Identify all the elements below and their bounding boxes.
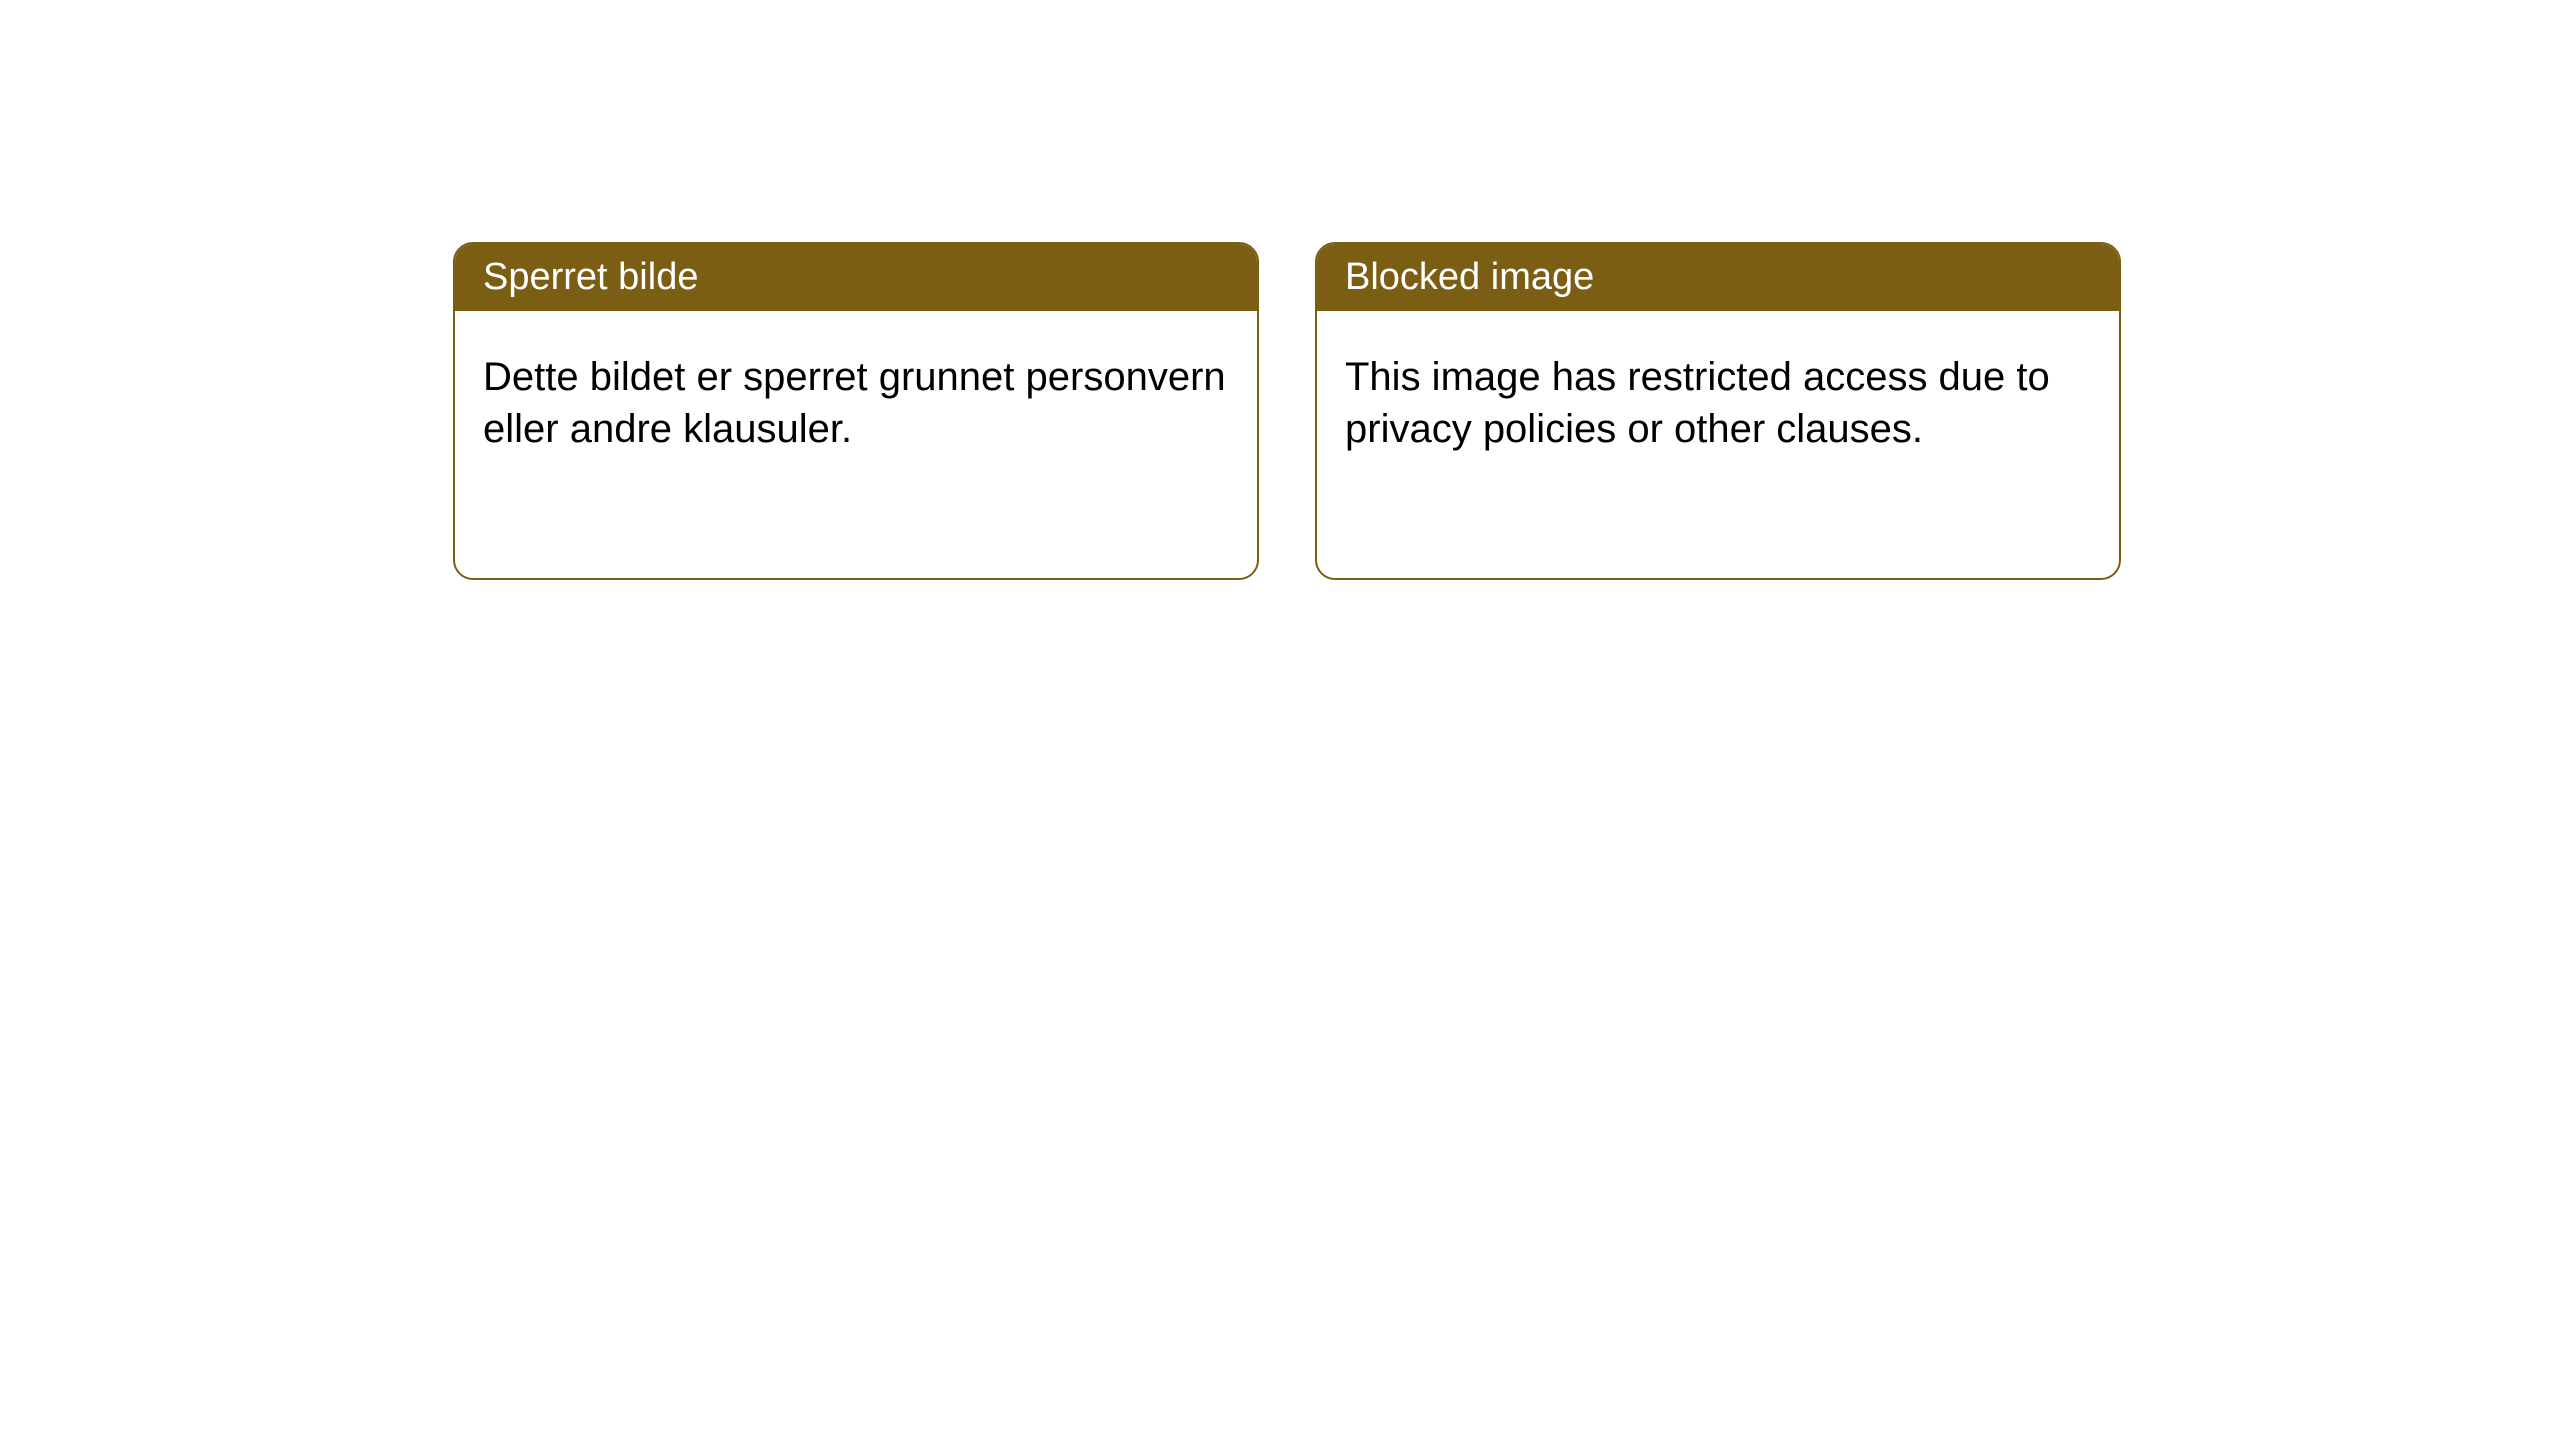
notice-container: Sperret bilde Dette bildet er sperret gr…	[0, 0, 2560, 580]
notice-message: Dette bildet er sperret grunnet personve…	[483, 355, 1226, 451]
notice-message: This image has restricted access due to …	[1345, 355, 2050, 451]
notice-card-header: Blocked image	[1317, 244, 2119, 311]
notice-card-body: Dette bildet er sperret grunnet personve…	[455, 311, 1257, 495]
notice-card-english: Blocked image This image has restricted …	[1315, 242, 2121, 580]
notice-card-norwegian: Sperret bilde Dette bildet er sperret gr…	[453, 242, 1259, 580]
notice-title: Blocked image	[1345, 256, 1594, 298]
notice-title: Sperret bilde	[483, 256, 698, 298]
notice-card-body: This image has restricted access due to …	[1317, 311, 2119, 495]
notice-card-header: Sperret bilde	[455, 244, 1257, 311]
